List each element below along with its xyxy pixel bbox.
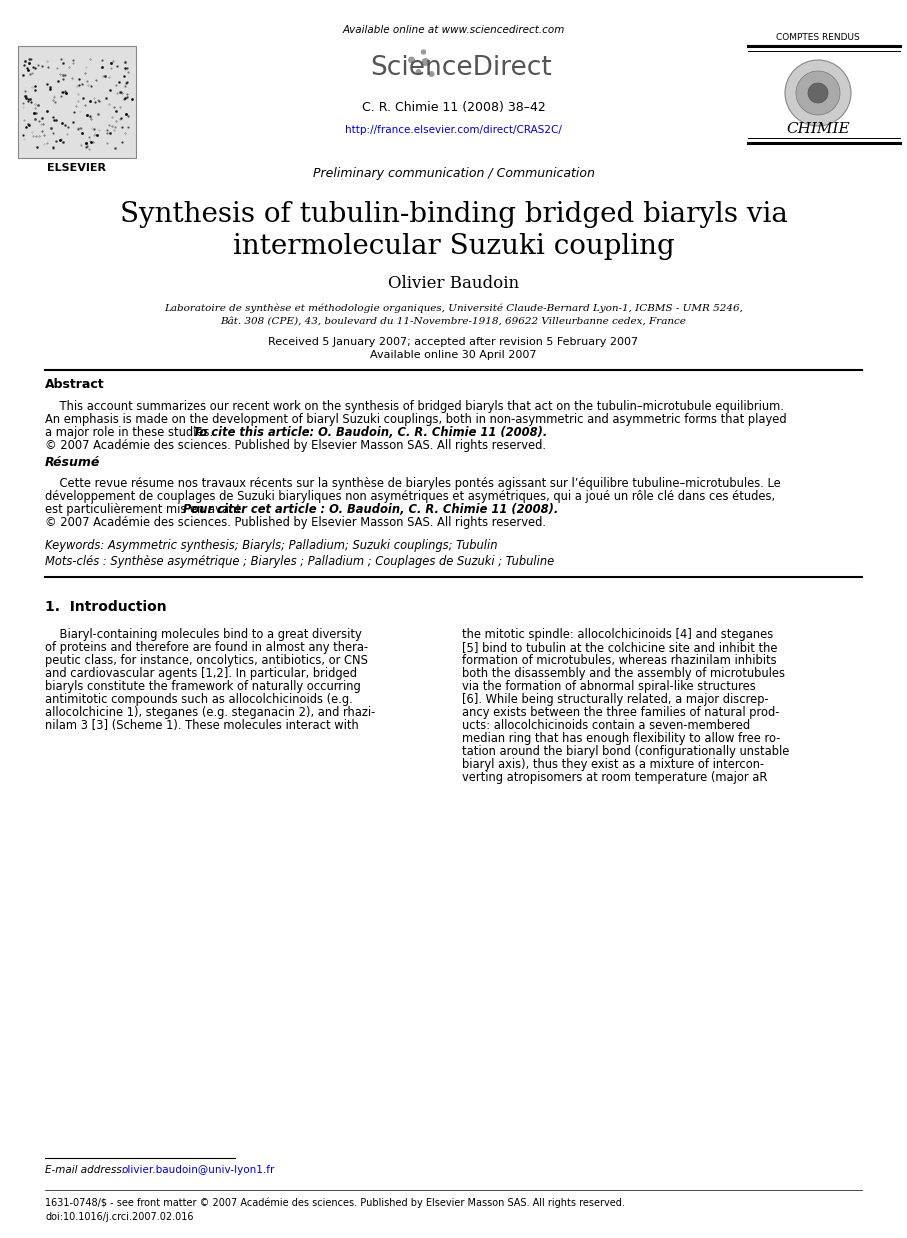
Text: 1631-0748/$ - see front matter © 2007 Académie des sciences. Published by Elsevi: 1631-0748/$ - see front matter © 2007 Ac… <box>45 1197 625 1208</box>
Text: and cardiovascular agents [1,2]. In particular, bridged: and cardiovascular agents [1,2]. In part… <box>45 667 357 680</box>
Text: Received 5 January 2007; accepted after revision 5 February 2007: Received 5 January 2007; accepted after … <box>268 337 639 347</box>
Text: [6]. While being structurally related, a major discrep-: [6]. While being structurally related, a… <box>462 693 768 706</box>
Text: est particulièrement mis en avant.: est particulièrement mis en avant. <box>45 503 249 516</box>
Text: Preliminary communication / Communication: Preliminary communication / Communicatio… <box>313 166 594 180</box>
Text: développement de couplages de Suzuki biaryliques non asymétriques et asymétrique: développement de couplages de Suzuki bia… <box>45 490 775 503</box>
Text: antimitotic compounds such as allocolchicinoids (e.g.: antimitotic compounds such as allocolchi… <box>45 693 353 706</box>
Text: [5] bind to tubulin at the colchicine site and inhibit the: [5] bind to tubulin at the colchicine si… <box>462 641 777 654</box>
Text: ucts: allocolchicinoids contain a seven-membered: ucts: allocolchicinoids contain a seven-… <box>462 719 749 732</box>
Text: tation around the biaryl bond (configurationally unstable: tation around the biaryl bond (configura… <box>462 745 789 758</box>
Bar <box>18 46 136 158</box>
Text: peutic class, for instance, oncolytics, antibiotics, or CNS: peutic class, for instance, oncolytics, … <box>45 654 368 667</box>
Circle shape <box>423 58 429 66</box>
Circle shape <box>429 72 434 77</box>
Text: both the disassembly and the assembly of microtubules: both the disassembly and the assembly of… <box>462 667 785 680</box>
Text: Biaryl-containing molecules bind to a great diversity: Biaryl-containing molecules bind to a gr… <box>45 628 362 641</box>
Text: biaryl axis), thus they exist as a mixture of intercon-: biaryl axis), thus they exist as a mixtu… <box>462 758 764 771</box>
Text: olivier.baudoin@univ-lyon1.fr: olivier.baudoin@univ-lyon1.fr <box>121 1165 275 1175</box>
Text: Available online at www.sciencedirect.com: Available online at www.sciencedirect.co… <box>342 25 565 35</box>
Text: Available online 30 April 2007: Available online 30 April 2007 <box>370 350 537 360</box>
Circle shape <box>808 83 828 103</box>
Text: ScienceDirect: ScienceDirect <box>371 54 552 80</box>
Text: Pour citer cet article : O. Baudoin, C. R. Chimie 11 (2008).: Pour citer cet article : O. Baudoin, C. … <box>183 503 558 516</box>
Text: Synthesis of tubulin-binding bridged biaryls via: Synthesis of tubulin-binding bridged bia… <box>120 202 787 229</box>
Text: CHIMIE: CHIMIE <box>786 123 850 136</box>
Text: COMPTES RENDUS: COMPTES RENDUS <box>776 32 860 42</box>
Circle shape <box>416 69 421 74</box>
Text: biaryls constitute the framework of naturally occurring: biaryls constitute the framework of natu… <box>45 680 361 693</box>
Text: formation of microtubules, whereas rhazinilam inhibits: formation of microtubules, whereas rhazi… <box>462 654 776 667</box>
Text: © 2007 Académie des sciences. Published by Elsevier Masson SAS. All rights reser: © 2007 Académie des sciences. Published … <box>45 439 546 452</box>
Text: Abstract: Abstract <box>45 379 104 391</box>
Circle shape <box>796 71 840 115</box>
Text: Keywords: Asymmetric synthesis; Biaryls; Palladium; Suzuki couplings; Tubulin: Keywords: Asymmetric synthesis; Biaryls;… <box>45 539 498 551</box>
Text: Résumé: Résumé <box>45 456 101 468</box>
Text: 1.  Introduction: 1. Introduction <box>45 600 167 614</box>
Text: ELSEVIER: ELSEVIER <box>47 163 106 173</box>
Text: verting atropisomers at room temperature (major aR: verting atropisomers at room temperature… <box>462 771 767 784</box>
Text: Bât. 308 (CPE), 43, boulevard du 11-Novembre-1918, 69622 Villeurbanne cedex, Fra: Bât. 308 (CPE), 43, boulevard du 11-Nove… <box>220 317 687 326</box>
Text: doi:10.1016/j.crci.2007.02.016: doi:10.1016/j.crci.2007.02.016 <box>45 1212 193 1222</box>
Text: intermolecular Suzuki coupling: intermolecular Suzuki coupling <box>232 233 675 260</box>
Text: Olivier Baudoin: Olivier Baudoin <box>388 276 519 292</box>
Text: via the formation of abnormal spiral-like structures: via the formation of abnormal spiral-lik… <box>462 680 756 693</box>
Circle shape <box>785 59 851 126</box>
Text: the mitotic spindle: allocolchicinoids [4] and steganes: the mitotic spindle: allocolchicinoids [… <box>462 628 773 641</box>
Circle shape <box>422 50 425 54</box>
Text: allocolchicine 1), steganes (e.g. steganacin 2), and rhazi-: allocolchicine 1), steganes (e.g. stegan… <box>45 706 375 719</box>
Text: a major role in these studies.: a major role in these studies. <box>45 426 217 439</box>
Text: C. R. Chimie 11 (2008) 38–42: C. R. Chimie 11 (2008) 38–42 <box>362 102 545 114</box>
Text: An emphasis is made on the development of biaryl Suzuki couplings, both in non-a: An emphasis is made on the development o… <box>45 413 786 426</box>
Text: Laboratoire de synthèse et méthodologie organiques, Université Claude-Bernard Ly: Laboratoire de synthèse et méthodologie … <box>164 303 743 313</box>
Text: To cite this article: O. Baudoin, C. R. Chimie 11 (2008).: To cite this article: O. Baudoin, C. R. … <box>193 426 547 439</box>
Text: nilam 3 [3] (Scheme 1). These molecules interact with: nilam 3 [3] (Scheme 1). These molecules … <box>45 719 359 732</box>
Text: © 2007 Académie des sciences. Published by Elsevier Masson SAS. All rights reser: © 2007 Académie des sciences. Published … <box>45 516 546 529</box>
Text: median ring that has enough flexibility to allow free ro-: median ring that has enough flexibility … <box>462 732 780 745</box>
Text: E-mail address:: E-mail address: <box>45 1165 125 1175</box>
Circle shape <box>409 57 414 63</box>
Text: This account summarizes our recent work on the synthesis of bridged biaryls that: This account summarizes our recent work … <box>45 400 784 413</box>
Text: of proteins and therefore are found in almost any thera-: of proteins and therefore are found in a… <box>45 641 368 654</box>
Text: Cette revue résume nos travaux récents sur la synthèse de biaryles pontés agissa: Cette revue résume nos travaux récents s… <box>45 477 781 490</box>
Text: ancy exists between the three families of natural prod-: ancy exists between the three families o… <box>462 706 779 719</box>
Text: http://france.elsevier.com/direct/CRAS2C/: http://france.elsevier.com/direct/CRAS2C… <box>345 125 562 135</box>
Text: Mots-clés : Synthèse asymétrique ; Biaryles ; Palladium ; Couplages de Suzuki ; : Mots-clés : Synthèse asymétrique ; Biary… <box>45 556 554 568</box>
